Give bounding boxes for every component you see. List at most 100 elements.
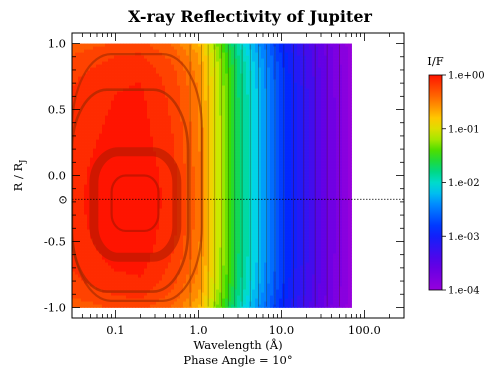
heatmap-cell <box>228 91 232 95</box>
heatmap-cell <box>222 100 226 104</box>
heatmap-cell <box>93 76 97 80</box>
heatmap-cell <box>78 274 82 278</box>
heatmap-cell <box>219 160 223 164</box>
heatmap-cell <box>189 151 193 155</box>
heatmap-cell <box>78 181 82 185</box>
heatmap-cell <box>129 70 133 74</box>
heatmap-cell <box>96 148 100 152</box>
heatmap-cell <box>174 265 178 269</box>
heatmap-cell <box>87 139 91 143</box>
heatmap-cell <box>138 76 142 80</box>
heatmap-cell <box>87 268 91 272</box>
heatmap-cell <box>210 220 214 224</box>
heatmap-cell <box>183 97 187 101</box>
heatmap-cell <box>84 298 88 302</box>
heatmap-cell <box>165 241 169 245</box>
heatmap-cell <box>78 247 82 251</box>
heatmap-cell <box>102 106 106 110</box>
heatmap-cell <box>189 118 193 122</box>
heatmap-cell <box>186 88 190 92</box>
heatmap-cell <box>219 67 223 71</box>
heatmap-cell <box>78 127 82 131</box>
heatmap-cell <box>189 160 193 164</box>
heatmap-cell <box>234 226 238 230</box>
heatmap-cell <box>72 289 76 293</box>
heatmap-cell <box>108 166 112 170</box>
heatmap-cell <box>87 190 91 194</box>
heatmap-cell <box>198 115 202 119</box>
heatmap-cell <box>120 133 124 137</box>
heatmap-cell <box>144 175 148 179</box>
heatmap-cell <box>213 76 217 80</box>
heatmap-cell <box>222 67 226 71</box>
heatmap-cell <box>132 217 136 221</box>
heatmap-cell <box>216 172 220 176</box>
heatmap-cell <box>153 247 157 251</box>
heatmap-cell <box>162 118 166 122</box>
heatmap-cell <box>198 88 202 92</box>
heatmap-cell <box>162 76 166 80</box>
heatmap-cell <box>219 157 223 161</box>
heatmap-cell <box>84 196 88 200</box>
heatmap-cell <box>75 229 79 233</box>
heatmap-cell <box>120 193 124 197</box>
heatmap-cell <box>138 181 142 185</box>
heatmap-cell <box>141 286 145 290</box>
heatmap-cell <box>138 262 142 266</box>
heatmap-cell <box>213 166 217 170</box>
heatmap-cell <box>153 160 157 164</box>
heatmap-cell <box>153 172 157 176</box>
heatmap-cell <box>216 190 220 194</box>
heatmap-cell <box>153 166 157 170</box>
heatmap-cell <box>108 268 112 272</box>
heatmap-cell <box>186 277 190 281</box>
heatmap-cell <box>165 265 169 269</box>
heatmap-cell <box>129 58 133 62</box>
heatmap-cell <box>225 277 229 281</box>
heatmap-cell <box>93 88 97 92</box>
heatmap-cell <box>72 118 76 122</box>
heatmap-cell <box>156 103 160 107</box>
heatmap-cell <box>105 238 109 242</box>
heatmap-cell <box>150 67 154 71</box>
heatmap-cell <box>117 247 121 251</box>
heatmap-cell <box>105 163 109 167</box>
heatmap-cell <box>201 91 205 95</box>
heatmap-cell <box>108 64 112 68</box>
heatmap-cell <box>126 208 130 212</box>
heatmap-cell <box>96 133 100 137</box>
heatmap-cell <box>141 70 145 74</box>
heatmap-cell <box>150 283 154 287</box>
heatmap-cell <box>204 265 208 269</box>
heatmap-cell <box>204 76 208 80</box>
heatmap-cell <box>135 241 139 245</box>
heatmap-cell <box>192 232 196 236</box>
heatmap-cell <box>105 58 109 62</box>
heatmap-cell <box>105 148 109 152</box>
heatmap-cell <box>204 235 208 239</box>
heatmap-cell <box>204 82 208 86</box>
heatmap-cell <box>156 277 160 281</box>
heatmap-cell <box>165 67 169 71</box>
heatmap-cell <box>99 73 103 77</box>
heatmap-cell <box>81 154 85 158</box>
heatmap-cell <box>93 49 97 53</box>
heatmap-cell <box>150 211 154 215</box>
heatmap-cell <box>87 178 91 182</box>
heatmap-cell <box>84 250 88 254</box>
heatmap-cell <box>132 106 136 110</box>
heatmap-cell <box>105 190 109 194</box>
heatmap-cell <box>75 64 79 68</box>
heatmap-cell <box>240 205 244 209</box>
heatmap-cell <box>117 181 121 185</box>
heatmap-cell <box>90 64 94 68</box>
heatmap-cell <box>207 190 211 194</box>
heatmap-cell <box>237 220 241 224</box>
heatmap-cell <box>126 85 130 89</box>
heatmap-cell <box>177 79 181 83</box>
heatmap-cell <box>117 103 121 107</box>
heatmap-cell <box>147 301 151 305</box>
heatmap-cell <box>114 271 118 275</box>
heatmap-cell <box>108 244 112 248</box>
heatmap-cell <box>84 79 88 83</box>
